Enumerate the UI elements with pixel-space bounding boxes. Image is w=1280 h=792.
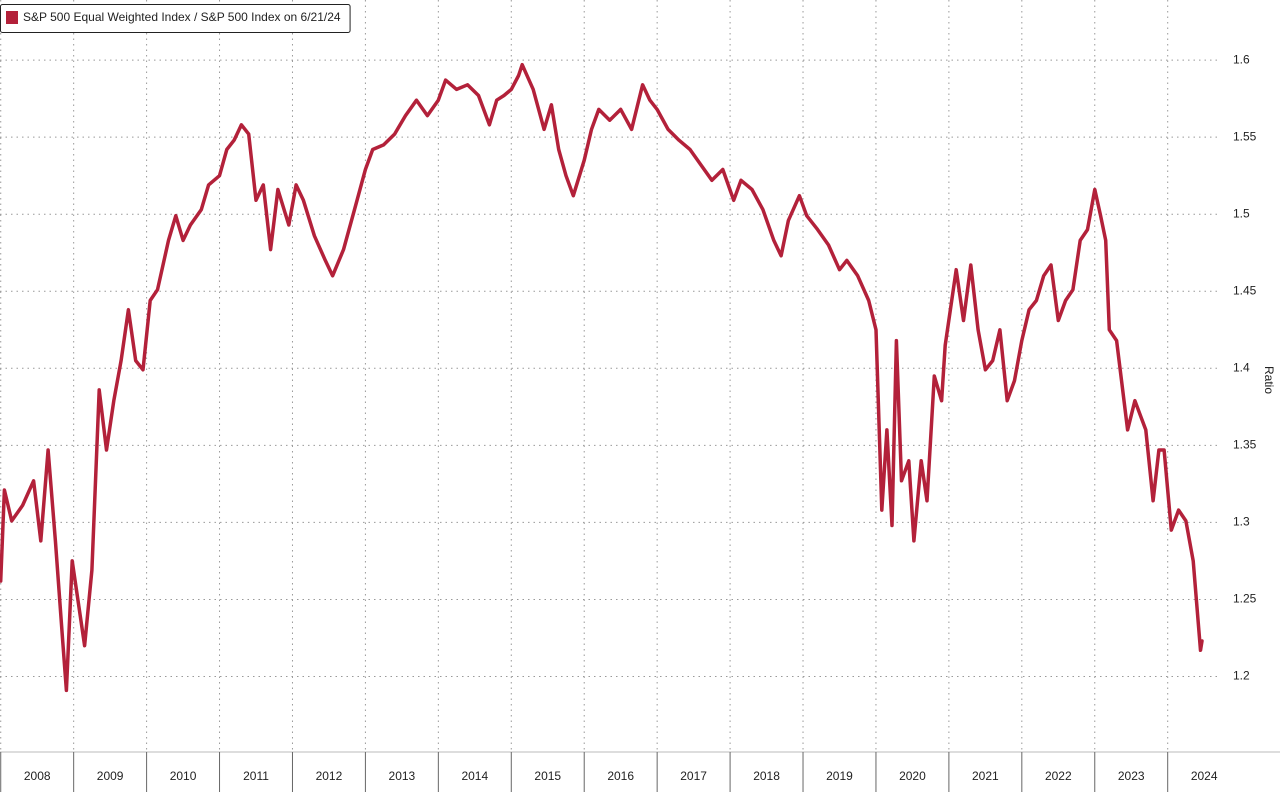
y-tick-label: 1.4 — [1233, 360, 1250, 374]
y-tick-label: 1.35 — [1233, 438, 1257, 452]
data-line — [0, 62, 1204, 693]
x-tick-label: 2019 — [826, 769, 853, 783]
y-tick-label: 1.25 — [1233, 592, 1257, 606]
legend-label: S&P 500 Equal Weighted Index / S&P 500 I… — [23, 10, 341, 24]
legend: S&P 500 Equal Weighted Index / S&P 500 I… — [0, 4, 351, 33]
x-tick-label: 2012 — [316, 769, 343, 783]
x-tick-label: 2017 — [680, 769, 707, 783]
legend-swatch — [6, 11, 18, 24]
legend-box — [0, 4, 351, 33]
x-tick-label: 2022 — [1045, 769, 1072, 783]
x-tick-label: 2016 — [607, 769, 634, 783]
y-tick-label: 1.45 — [1233, 283, 1257, 297]
x-tick-label: 2009 — [97, 769, 124, 783]
x-tick-label: 2024 — [1191, 769, 1218, 783]
y-axis-label: Ratio — [1262, 366, 1276, 394]
x-tick-label: 2023 — [1118, 769, 1145, 783]
y-tick-label: 1.3 — [1233, 515, 1250, 529]
x-tick-label: 2014 — [461, 769, 488, 783]
x-tick-label: 2021 — [972, 769, 999, 783]
x-tick-label: 2008 — [24, 769, 51, 783]
x-tick-label: 2011 — [243, 769, 269, 783]
x-tick-label: 2020 — [899, 769, 926, 783]
x-tick-label: 2015 — [534, 769, 561, 783]
x-tick-label: 2010 — [170, 769, 197, 783]
y-tick-label: 1.6 — [1233, 52, 1250, 66]
y-tick-label: 1.5 — [1233, 206, 1250, 220]
x-tick-label: 2013 — [389, 769, 416, 783]
x-tick-label: 2018 — [753, 769, 780, 783]
y-tick-label: 1.2 — [1233, 669, 1250, 683]
y-tick-label: 1.55 — [1233, 129, 1257, 143]
